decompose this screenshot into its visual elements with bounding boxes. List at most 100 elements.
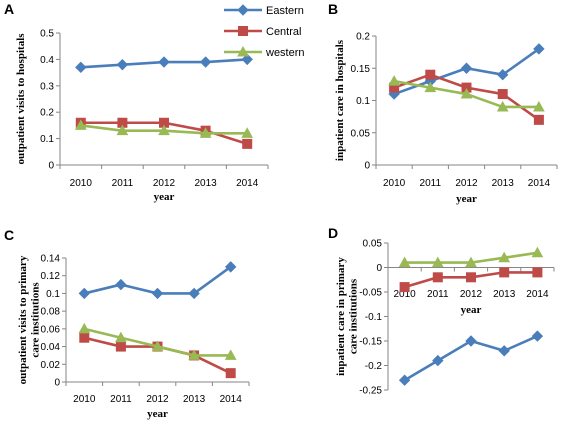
chart-panel-a: A 0 0.1 0.2 0.3 0.4 0.5 2010 2011 2012 2013 2014 yea… bbox=[4, 1, 269, 203]
x-tick-label: 2011 bbox=[420, 178, 442, 189]
x-tick-label: 2013 bbox=[183, 394, 206, 405]
y-tick-label: 0.4 bbox=[40, 55, 54, 66]
series-marker-central bbox=[242, 138, 253, 149]
x-tick-label: 2013 bbox=[493, 289, 516, 300]
series-marker-central bbox=[499, 267, 510, 278]
series-marker-eastern bbox=[460, 62, 473, 74]
series-marker-eastern bbox=[158, 56, 170, 68]
y-tick-label: -0.15 bbox=[359, 337, 382, 348]
y-tick-label: 0.2 bbox=[40, 108, 54, 119]
x-axis-label: year bbox=[147, 408, 168, 420]
x-tick-label: 2014 bbox=[236, 178, 259, 189]
x-tick-label: 2014 bbox=[528, 178, 551, 189]
series-marker-western bbox=[424, 81, 437, 93]
chart-panel-c: C 0 0.02 0.04 0.06 0.08 0.1 0.12 0.14 2010 2011 201… bbox=[4, 227, 250, 420]
y-axis-label: inpatient care in hospitals bbox=[334, 39, 346, 161]
x-tick-label: 2013 bbox=[194, 178, 217, 189]
series-marker-western bbox=[431, 256, 444, 268]
x-tick-label: 2010 bbox=[70, 178, 93, 189]
series-marker-western bbox=[398, 256, 411, 268]
series-marker-eastern bbox=[151, 287, 164, 300]
y-axis-label-line: inpatient care in primary bbox=[335, 257, 347, 376]
x-tick-label: 2011 bbox=[112, 178, 134, 189]
x-tick-label: 2013 bbox=[492, 178, 515, 189]
series-marker-eastern bbox=[533, 43, 545, 55]
y-tick-label: 0.15 bbox=[351, 64, 371, 75]
y-tick-label: 0.14 bbox=[41, 254, 61, 265]
x-axis-label: year bbox=[154, 191, 175, 203]
series-marker-eastern bbox=[116, 58, 129, 71]
y-tick-label: 0.1 bbox=[40, 134, 54, 145]
series-marker-central bbox=[225, 368, 236, 379]
series-marker-western bbox=[158, 124, 170, 136]
series-marker-western bbox=[116, 124, 129, 136]
series-marker-eastern bbox=[237, 4, 249, 16]
y-tick-label: 0.2 bbox=[356, 32, 370, 43]
legend-label-central: Central bbox=[266, 26, 301, 38]
series-marker-eastern bbox=[115, 278, 127, 291]
x-tick-label: 2014 bbox=[220, 394, 243, 405]
series-marker-eastern bbox=[241, 53, 253, 66]
y-tick-label: -0.25 bbox=[359, 386, 382, 397]
series-marker-central bbox=[399, 282, 410, 293]
y-axis-label: inpatient care in primarycare institutio… bbox=[335, 257, 360, 376]
x-axis-label: year bbox=[456, 193, 477, 205]
series-marker-western bbox=[74, 119, 87, 130]
x-tick-label: 2011 bbox=[427, 289, 449, 300]
x-tick-label: 2012 bbox=[460, 289, 483, 300]
y-tick-label: 0.3 bbox=[40, 81, 54, 92]
panel-letter: B bbox=[328, 1, 338, 17]
y-tick-label: 0.1 bbox=[46, 289, 60, 300]
series-marker-eastern bbox=[199, 56, 212, 68]
y-tick-label: 0.1 bbox=[356, 96, 370, 107]
y-tick-label: -0.2 bbox=[365, 361, 383, 372]
series-marker-central bbox=[533, 114, 544, 125]
series-marker-western bbox=[460, 88, 473, 99]
series-marker-western bbox=[151, 340, 164, 352]
x-tick-label: 2012 bbox=[146, 394, 169, 405]
x-tick-label: 2010 bbox=[383, 178, 406, 189]
series-marker-western bbox=[237, 45, 249, 57]
series-marker-eastern bbox=[75, 61, 87, 74]
series-marker-central bbox=[532, 267, 543, 278]
series-marker-western bbox=[498, 251, 511, 263]
series-marker-central bbox=[115, 341, 126, 352]
series-marker-western bbox=[188, 349, 200, 360]
y-tick-label: 0 bbox=[376, 263, 382, 274]
x-tick-label: 2011 bbox=[110, 394, 132, 405]
series-marker-western bbox=[115, 331, 127, 343]
chart-panel-d: D -0.25 -0.2 -0.15 -0.1 -0.05 0 0.05 2010 2011 201… bbox=[328, 225, 555, 397]
y-axis-label: outpatient visits to hospitals bbox=[15, 33, 27, 165]
series-marker-western bbox=[224, 349, 237, 360]
series-marker-central bbox=[497, 89, 508, 100]
x-tick-label: 2010 bbox=[73, 394, 96, 405]
x-tick-label: 2012 bbox=[455, 178, 478, 189]
series-marker-eastern bbox=[432, 354, 444, 367]
y-axis-label-line: care institutions bbox=[29, 282, 41, 358]
chart-panel-b: B 0 0.05 0.1 0.15 0.2 2010 2011 2012 2013 2014 year… bbox=[328, 1, 558, 205]
y-tick-label: 0.05 bbox=[363, 239, 383, 250]
legend-label-eastern: Eastern bbox=[266, 5, 304, 17]
y-tick-label: 0.5 bbox=[40, 29, 54, 40]
series-marker-eastern bbox=[398, 374, 411, 386]
y-tick-label: 0.06 bbox=[41, 324, 61, 335]
series-marker-western bbox=[496, 100, 509, 112]
series-marker-eastern bbox=[496, 68, 509, 81]
series-marker-western bbox=[531, 246, 544, 258]
x-tick-label: 2010 bbox=[393, 289, 416, 300]
y-axis-label: outpatient visits to primarycare institu… bbox=[17, 255, 42, 384]
y-tick-label: 0.08 bbox=[41, 307, 61, 318]
series-marker-eastern bbox=[531, 330, 544, 342]
series-marker-eastern bbox=[78, 287, 91, 300]
series-marker-eastern bbox=[465, 335, 477, 347]
legend-label-western: western bbox=[265, 47, 305, 59]
x-tick-label: 2012 bbox=[153, 178, 176, 189]
panel-letter: C bbox=[4, 227, 14, 243]
series-marker-eastern bbox=[188, 287, 200, 300]
x-tick-label: 2014 bbox=[526, 289, 549, 300]
series-marker-central bbox=[238, 26, 248, 36]
series-marker-central bbox=[432, 272, 443, 283]
series-marker-central bbox=[79, 332, 90, 343]
y-tick-label: 0.05 bbox=[351, 128, 371, 139]
